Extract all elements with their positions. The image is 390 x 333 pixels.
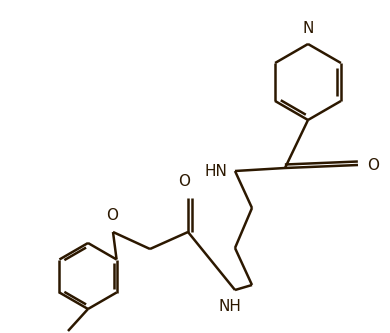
Text: HN: HN [204,164,227,178]
Text: O: O [178,174,190,189]
Text: O: O [367,158,379,172]
Text: O: O [106,208,118,223]
Text: N: N [302,21,314,36]
Text: NH: NH [218,299,241,314]
